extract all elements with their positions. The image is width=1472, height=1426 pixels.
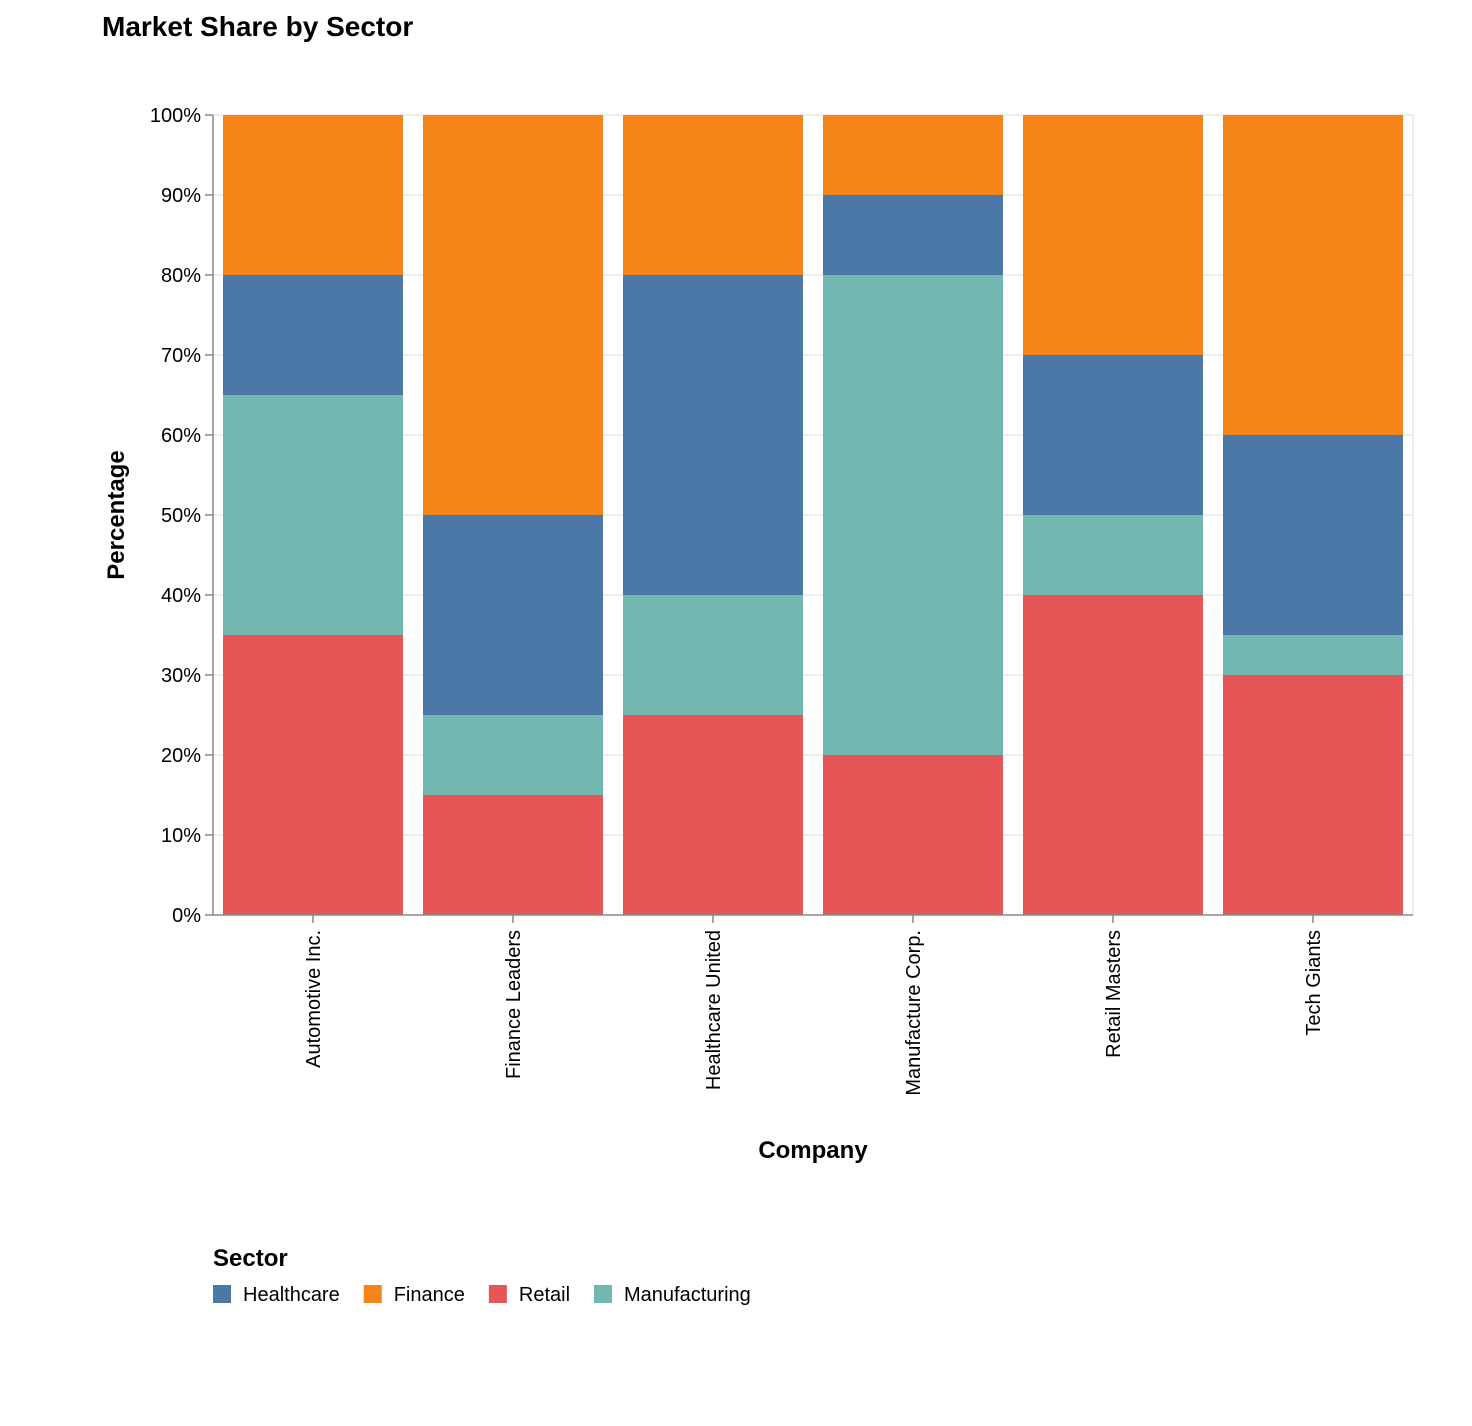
bar-healthcare-united-manufacturing (623, 595, 803, 715)
y-tick-label: 80% (161, 265, 201, 287)
legend-swatch-retail (488, 1285, 507, 1303)
bar-finance-leaders-retail (423, 795, 603, 915)
legend-swatch-manufacturing (594, 1285, 613, 1303)
bar-automotive-inc-manufacturing (223, 395, 403, 635)
y-axis: 0% 10% 20% 30% 40% 50% 60% 70% 80% 90% 100% (150, 105, 214, 927)
bar-manufacture-corp-retail (823, 755, 1003, 915)
bar-manufacture-corp-manufacturing (823, 275, 1003, 755)
legend-swatch-finance (363, 1285, 382, 1303)
bar-tech-giants-healthcare (1223, 435, 1403, 635)
bar-manufacture-corp-healthcare (823, 195, 1003, 275)
y-tick-label: 60% (161, 425, 201, 447)
legend-swatch-healthcare (213, 1285, 231, 1303)
bars (223, 115, 1403, 915)
x-tick-label: Automotive Inc. (303, 930, 325, 1068)
bar-healthcare-united-healthcare (623, 275, 803, 595)
legend-title: Sector (213, 1245, 288, 1272)
bar-healthcare-united-finance (623, 115, 803, 275)
y-tick-label: 20% (161, 745, 201, 767)
legend-label-finance: Finance (394, 1284, 465, 1306)
x-tick-label: Healthcare United (703, 930, 725, 1090)
bar-tech-giants-finance (1223, 115, 1403, 435)
x-tick-label: Retail Masters (1103, 930, 1125, 1058)
x-tick-label: Finance Leaders (503, 930, 525, 1079)
y-tick-label: 30% (161, 665, 201, 687)
bar-retail-masters-finance (1023, 115, 1203, 355)
bar-automotive-inc-healthcare (223, 275, 403, 395)
x-axis-title: Company (758, 1137, 868, 1164)
x-tick-label: Tech Giants (1303, 930, 1325, 1036)
bar-retail-masters-manufacturing (1023, 515, 1203, 595)
bar-finance-leaders-manufacturing (423, 715, 603, 795)
legend: Healthcare Finance Retail Manufacturing (213, 1284, 751, 1306)
y-tick-label: 40% (161, 585, 201, 607)
bar-manufacture-corp-finance (823, 115, 1003, 195)
bar-finance-leaders-finance (423, 115, 603, 515)
bar-healthcare-united-retail (623, 715, 803, 915)
legend-label-manufacturing: Manufacturing (624, 1284, 751, 1306)
y-tick-label: 70% (161, 345, 201, 367)
bar-automotive-inc-finance (223, 115, 403, 275)
y-axis-title: Percentage (103, 450, 130, 579)
grid-lines (213, 114, 1414, 916)
bar-retail-masters-retail (1023, 595, 1203, 915)
legend-label-healthcare: Healthcare (243, 1284, 340, 1306)
bar-tech-giants-retail (1223, 675, 1403, 915)
y-tick-label: 10% (161, 825, 201, 847)
bar-automotive-inc-retail (223, 635, 403, 915)
y-tick-label: 0% (172, 905, 201, 927)
bar-tech-giants-manufacturing (1223, 635, 1403, 675)
y-tick-label: 100% (150, 105, 201, 127)
y-tick-label: 50% (161, 505, 201, 527)
bar-finance-leaders-healthcare (423, 515, 603, 715)
x-axis: Automotive Inc. Finance Leaders Healthcare… (213, 914, 1413, 1096)
legend-label-retail: Retail (519, 1284, 570, 1306)
y-tick-label: 90% (161, 185, 201, 207)
x-tick-label: Manufacture Corp. (903, 930, 925, 1096)
bar-retail-masters-healthcare (1023, 355, 1203, 515)
chart-title: Market Share by Sector (102, 11, 413, 42)
